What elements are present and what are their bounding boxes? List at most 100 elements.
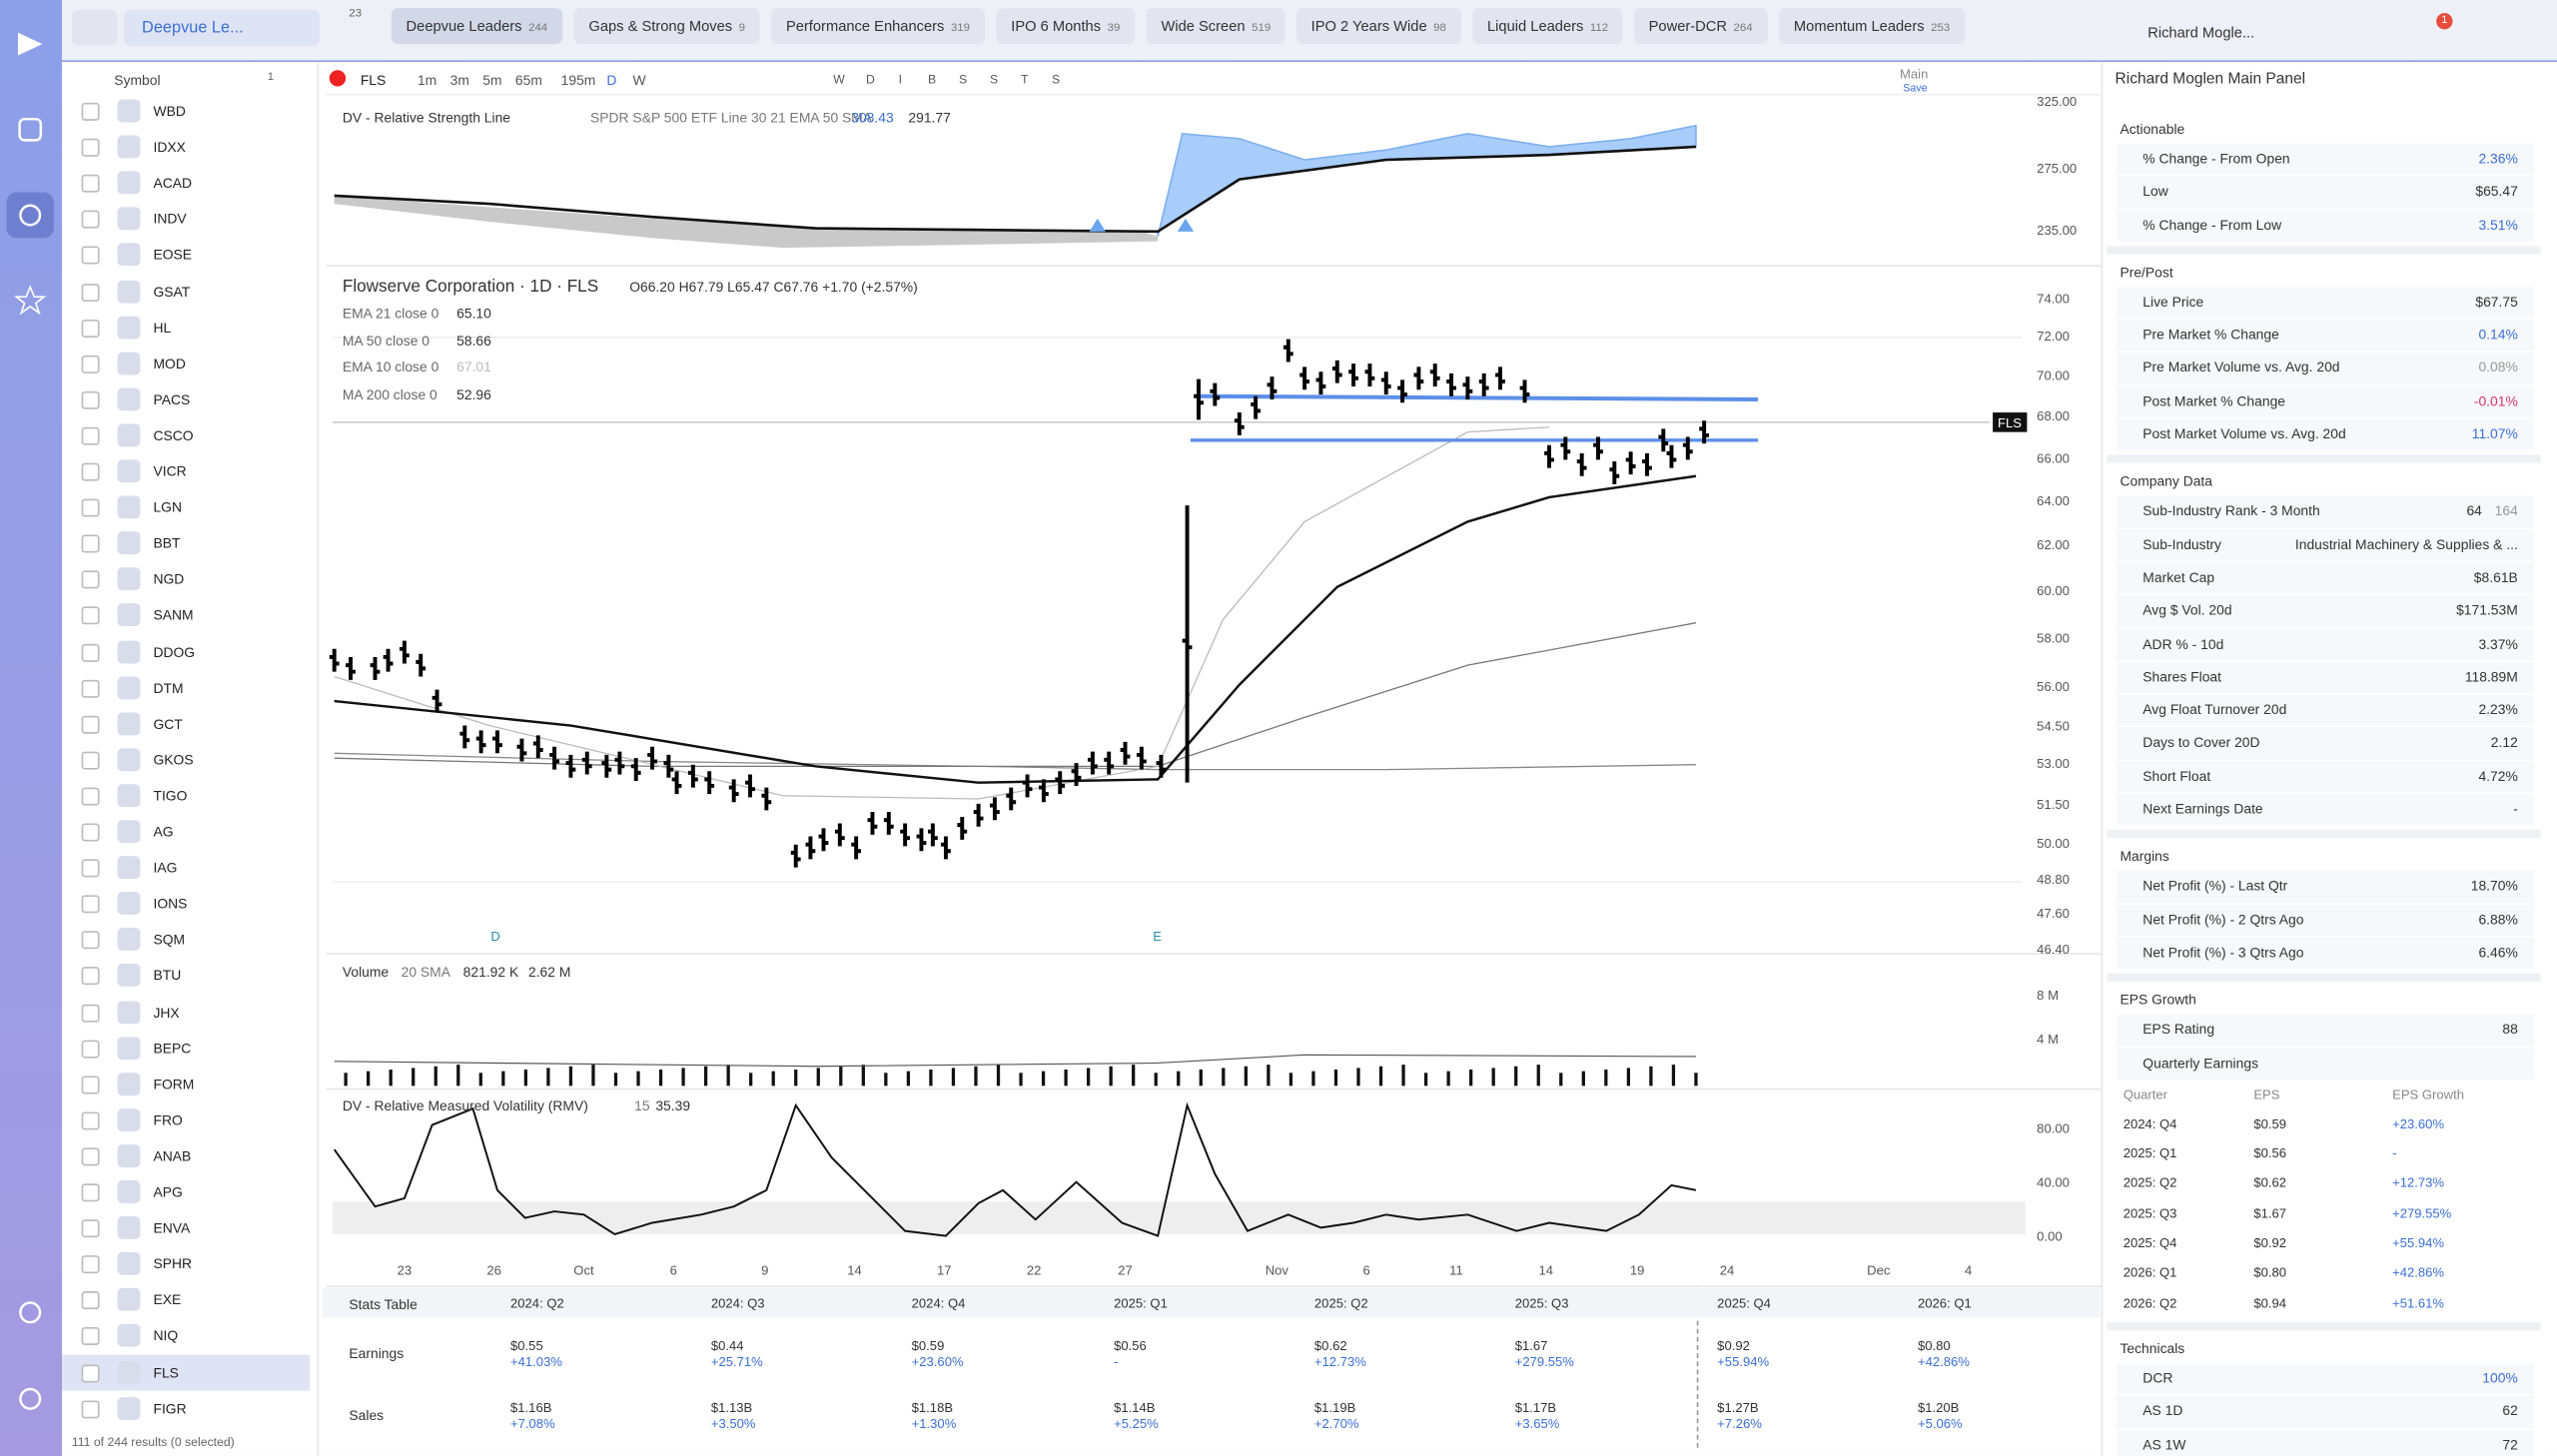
interval-button[interactable]: 1m [417,71,437,89]
watchlist-row[interactable]: LGN [62,489,310,525]
watchlist-row[interactable]: TIGO [62,778,310,814]
screen-tab[interactable]: Power-DCR 264 [1633,8,1768,45]
interval-button[interactable]: 3m [449,71,469,89]
panel-row[interactable]: % Change - From Low 3.51% [2117,209,2535,244]
panel-row[interactable]: Days to Cover 20D 2.12 [2117,727,2535,762]
checkbox[interactable] [81,1327,100,1346]
panel-row[interactable]: Live Price $67.75 [2117,287,2535,321]
panel-row[interactable]: Pre Market Volume vs. Avg. 20d 0.08% [2117,353,2535,386]
subtable-title[interactable]: Quarterly Earnings [2117,1048,2535,1082]
watchlist-row[interactable]: BTU [62,958,310,994]
checkbox[interactable] [81,859,100,878]
indicator-name[interactable]: EMA 10 close 0 [342,359,439,376]
watchlist-row[interactable]: JHX [62,994,310,1030]
checkbox[interactable] [81,823,100,842]
watchlist-row[interactable]: FRO [62,1101,310,1137]
watchlist-row[interactable]: WBD [62,93,310,129]
watchlist-row[interactable]: GKOS [62,742,310,778]
watchlist-row[interactable]: NIQ [62,1318,310,1354]
panel-row[interactable]: ADR % - 10d 3.37% [2117,628,2535,662]
watchlist-row[interactable]: INDV [62,201,310,237]
checkbox[interactable] [81,1147,100,1166]
watchlist-row[interactable]: IAG [62,850,310,886]
filter-button[interactable]: W [833,71,845,87]
search-button[interactable] [71,9,118,46]
checkbox[interactable] [81,1183,100,1202]
checkbox[interactable] [81,787,100,806]
watchlist-row[interactable]: MOD [62,346,310,381]
watchlist-row[interactable]: HL [62,310,310,346]
panel-row[interactable]: Pre Market % Change 0.14% [2117,320,2535,354]
checkbox[interactable] [81,931,100,950]
checkbox[interactable] [81,1363,100,1382]
filter-button[interactable]: S [958,71,968,87]
panel-row[interactable]: Avg Float Turnover 20d 2.23% [2117,694,2535,728]
checkbox[interactable] [81,1399,100,1418]
panel-row[interactable]: DCR 100% [2117,1362,2535,1396]
nav-icon[interactable] [13,285,47,316]
toolbar-symbol[interactable]: FLS [360,71,387,89]
checkbox[interactable] [81,390,100,409]
checkbox[interactable] [81,498,100,517]
watchlist-row[interactable]: PACS [62,381,310,417]
watchlist-row[interactable]: FLS [62,1353,311,1390]
watchlist-row[interactable]: NGD [62,561,310,597]
watchlist-row[interactable]: FORM [62,1066,310,1101]
nav-active[interactable] [6,192,54,239]
checkbox[interactable] [81,534,100,553]
interval-button[interactable]: 65m [514,71,542,89]
panel-row[interactable]: Shares Float 118.89M [2117,661,2535,695]
panel-row[interactable]: Avg $ Vol. 20d $171.53M [2117,595,2535,629]
checkbox[interactable] [81,1111,100,1130]
filter-button[interactable]: S [990,71,999,87]
checkbox[interactable] [81,715,100,734]
filter-button[interactable]: S [1052,71,1061,87]
watchlist-row[interactable]: VICR [62,453,310,489]
screen-tab[interactable]: Gaps & Strong Moves 9 [573,8,760,45]
watchlist-row[interactable]: SANM [62,597,310,633]
panel-row[interactable]: Net Profit (%) - 2 Qtrs Ago 6.88% [2117,904,2535,938]
checkbox[interactable] [81,102,100,121]
checkbox[interactable] [81,426,100,445]
watchlist-row[interactable]: EXE [62,1282,310,1318]
watchlist-row[interactable]: AG [62,814,310,850]
checkbox[interactable] [81,570,100,589]
watchlist-row[interactable]: BEPC [62,1030,310,1066]
checkbox[interactable] [81,643,100,662]
screen-tab[interactable]: Performance Enhancers 319 [771,8,985,45]
panel-row[interactable]: Net Profit (%) - 3 Qtrs Ago 6.46% [2117,937,2535,971]
watchlist-row[interactable]: IDXX [62,129,310,165]
indicator-name[interactable]: MA 50 close 0 [342,332,430,349]
nav-icon[interactable] [19,1387,42,1410]
interval-button[interactable]: 5m [482,71,502,89]
checkbox[interactable] [81,1076,100,1093]
watchlist-row[interactable]: ANAB [62,1137,310,1173]
panel-row[interactable]: Market Cap $8.61B [2117,562,2535,596]
watchlist-select[interactable] [124,9,320,46]
screen-tab[interactable]: Momentum Leaders 253 [1779,8,1965,45]
panel-row[interactable]: AS 1D 62 [2117,1395,2535,1430]
checkbox[interactable] [81,967,100,986]
interval-button[interactable]: D [606,71,617,89]
watchlist-row[interactable]: DDOG [62,633,310,669]
panel-row[interactable]: Short Float 4.72% [2117,761,2535,795]
checkbox[interactable] [81,1255,100,1274]
watchlist-row[interactable]: ENVA [62,1210,310,1246]
checkbox[interactable] [81,138,100,157]
checkbox[interactable] [81,895,100,914]
checkbox[interactable] [81,355,100,373]
logo[interactable] [17,32,43,56]
watchlist-row[interactable]: APG [62,1174,310,1210]
user-name[interactable]: Richard Mogle... [2147,24,2255,41]
watchlist-row[interactable]: FIGR [62,1390,310,1426]
checkbox[interactable] [81,1003,100,1022]
watchlist-row[interactable]: DTM [62,669,310,705]
checkbox[interactable] [81,606,100,625]
nav-icon[interactable] [19,1301,42,1324]
watchlist-row[interactable]: GSAT [62,273,310,309]
checkbox[interactable] [81,751,100,770]
panel-row[interactable]: Low $65.47 [2117,176,2535,210]
checkbox[interactable] [81,462,100,481]
filter-button[interactable]: B [927,71,937,87]
watchlist-row[interactable]: EOSE [62,237,310,273]
